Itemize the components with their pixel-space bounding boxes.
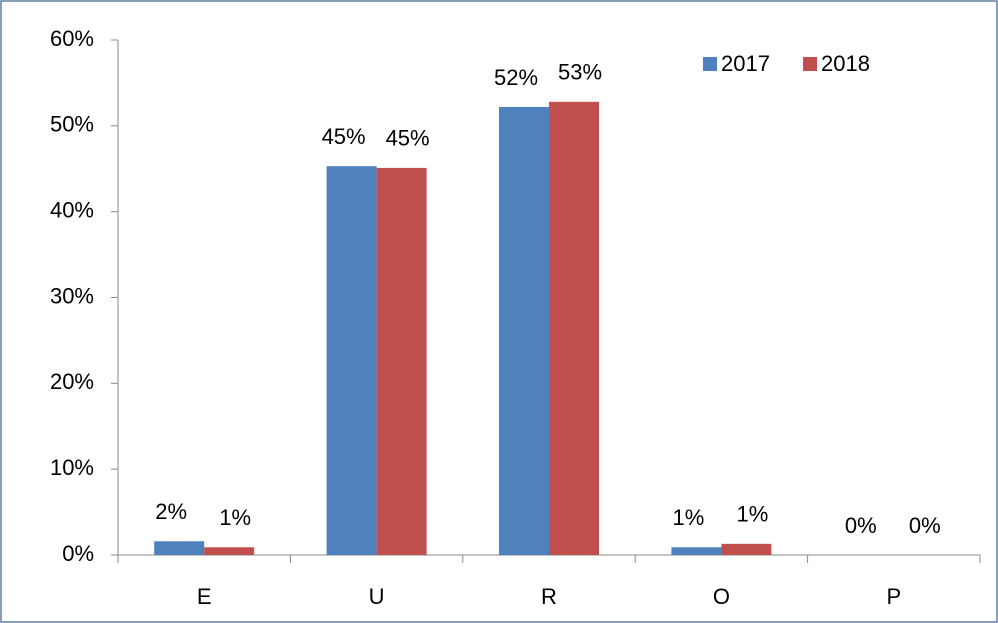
y-tick-label: 0%: [62, 541, 94, 566]
legend-swatch: [803, 57, 817, 71]
x-tick-label: E: [197, 584, 212, 609]
bar: [154, 541, 205, 555]
bar: [376, 167, 427, 555]
x-tick-label: O: [713, 584, 730, 609]
value-label: 2%: [155, 499, 187, 524]
legend-label: 2017: [721, 51, 770, 76]
value-label: 0%: [909, 513, 941, 538]
bar: [499, 106, 549, 555]
value-label: 1%: [737, 502, 769, 527]
legend-label: 2018: [821, 51, 870, 76]
value-label: 53%: [558, 60, 602, 85]
legend-swatch: [703, 57, 717, 71]
x-tick-label: R: [541, 584, 557, 609]
value-label: 1%: [673, 505, 705, 530]
y-tick-label: 60%: [50, 26, 94, 51]
bar: [671, 547, 722, 555]
value-label: 1%: [219, 505, 251, 530]
value-label: 0%: [845, 513, 877, 538]
bar: [204, 547, 255, 555]
y-tick-label: 50%: [50, 112, 94, 137]
y-tick-label: 30%: [50, 283, 94, 308]
x-tick-label: U: [369, 584, 385, 609]
y-tick-label: 10%: [50, 455, 94, 480]
value-label: 45%: [322, 124, 366, 149]
bar: [326, 166, 377, 556]
bar: [721, 543, 772, 555]
bar: [549, 101, 599, 556]
value-label: 45%: [386, 126, 430, 151]
y-tick-label: 20%: [50, 369, 94, 394]
x-tick-label: P: [886, 584, 901, 609]
y-tick-label: 40%: [50, 197, 94, 222]
value-label: 52%: [494, 65, 538, 90]
